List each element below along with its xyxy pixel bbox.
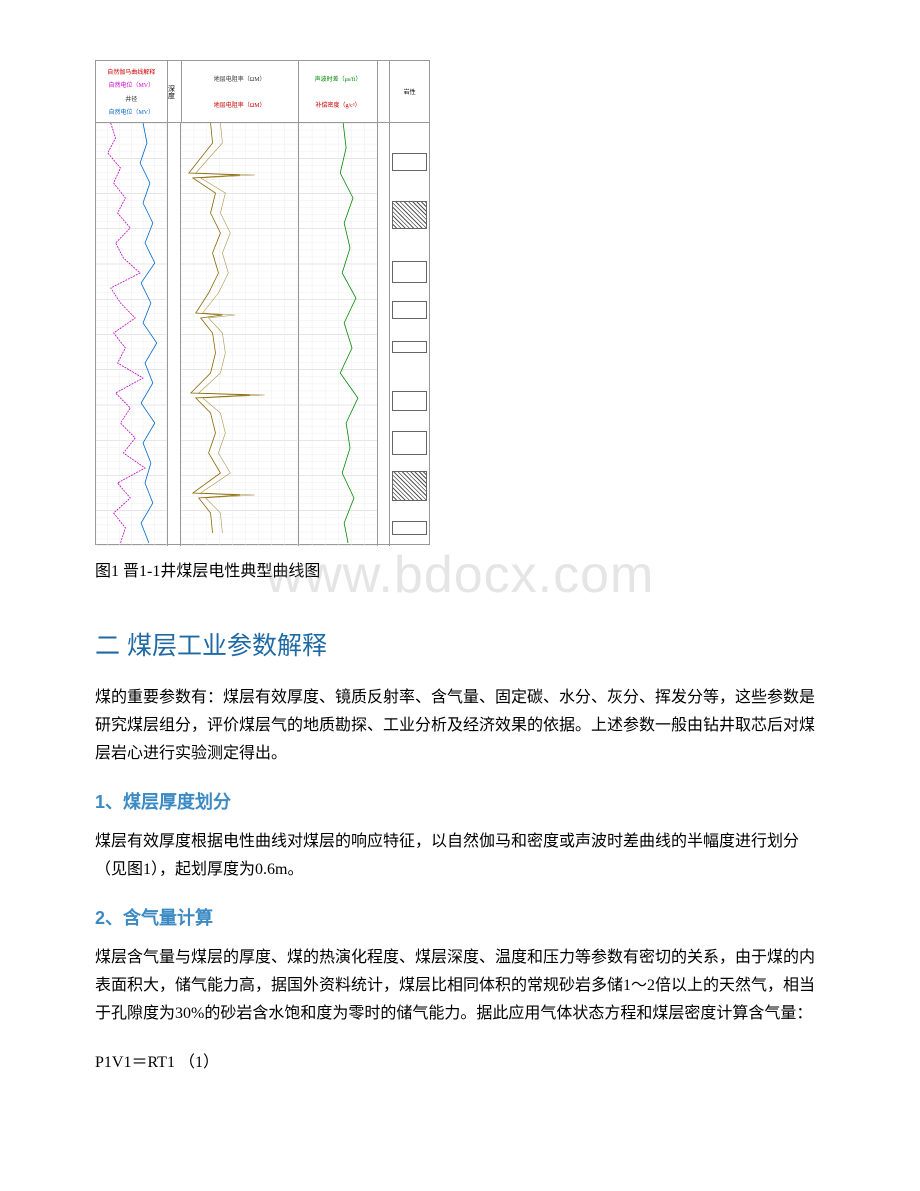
track4-label-1: 声波时差（μs/ft） [303,74,373,83]
track3-svg [181,123,297,546]
chart-body [96,123,429,546]
track1-grid [96,123,167,546]
chart-header-col6: 岩性 [390,61,429,122]
figure-caption: 图1 晋1-1井煤层电性典型曲线图 [95,557,825,581]
track1-label-2: 自然电位（MV） [100,80,163,89]
chart-header-col2: 深度 [168,61,182,122]
track1-curve-magenta [108,123,145,543]
subsection-1-heading: 1、煤层厚度划分 [95,788,825,814]
lithology-symbol [392,301,427,319]
lithology-symbol [392,261,427,283]
track3-curve-2 [196,123,265,533]
chart-track-6-lithology [390,123,429,546]
depth-label: 深度 [172,85,177,99]
track1-curve-blue [140,123,157,543]
lithology-symbol [392,391,427,411]
chart-header: 自然伽马曲线解释 自然电位（MV） 井径 自然电位（MV） 深度 地层电阻率（Ω… [96,61,429,123]
section-heading-2: 二 煤层工业参数解释 [95,626,825,662]
chart-header-col1: 自然伽马曲线解释 自然电位（MV） 井径 自然电位（MV） [96,61,168,122]
track1-label-1: 自然伽马曲线解释 [100,67,163,76]
lithology-symbol [392,471,427,501]
track1-label-4: 自然电位（MV） [100,107,163,116]
equation-1: P1V1＝RT1 （1） [95,1048,825,1072]
track4-svg [299,123,378,546]
lithology-symbol [392,431,427,455]
lithology-symbol [392,341,427,353]
track4-grid [299,123,378,546]
track4-curve-green [340,123,358,543]
track3-curve-1 [189,123,250,533]
track3-label-2: 地层电阻率（ΩM） [186,100,294,109]
track1-svg [96,123,167,546]
chart-track-1 [96,123,168,546]
chart-header-col3: 地层电阻率（ΩM） 地层电阻率（ΩM） [182,61,299,122]
chart-header-col4: 声波时差（μs/ft） 补偿密度（g/c³） [299,61,378,122]
section-intro-text: 煤的重要参数有：煤层有效厚度、镜质反射率、含气量、固定碳、水分、灰分、挥发分等，… [95,684,825,768]
subsection-2-heading: 2、含气量计算 [95,904,825,930]
chart-track-4 [299,123,379,546]
chart-track-5 [378,123,390,546]
subsection-1-text: 煤层有效厚度根据电性曲线对煤层的响应特征，以自然伽马和密度或声波时差曲线的半幅度… [95,828,825,884]
track6-label: 岩性 [394,87,425,96]
lithology-symbol [392,153,427,171]
well-log-chart: 自然伽马曲线解释 自然电位（MV） 井径 自然电位（MV） 深度 地层电阻率（Ω… [95,60,430,545]
track4-label-2: 补偿密度（g/c³） [303,100,373,109]
track1-label-3: 井径 [100,94,163,103]
chart-track-2-depth [168,123,182,546]
track3-label-1: 地层电阻率（ΩM） [186,74,294,83]
subsection-2-text: 煤层含气量与煤层的厚度、煤的热演化程度、煤层深度、温度和压力等参数有密切的关系，… [95,944,825,1028]
lithology-symbol [392,521,427,535]
chart-track-3 [181,123,298,546]
lithology-symbol [392,201,427,229]
track3-grid [181,123,297,546]
chart-header-col5 [378,61,390,122]
